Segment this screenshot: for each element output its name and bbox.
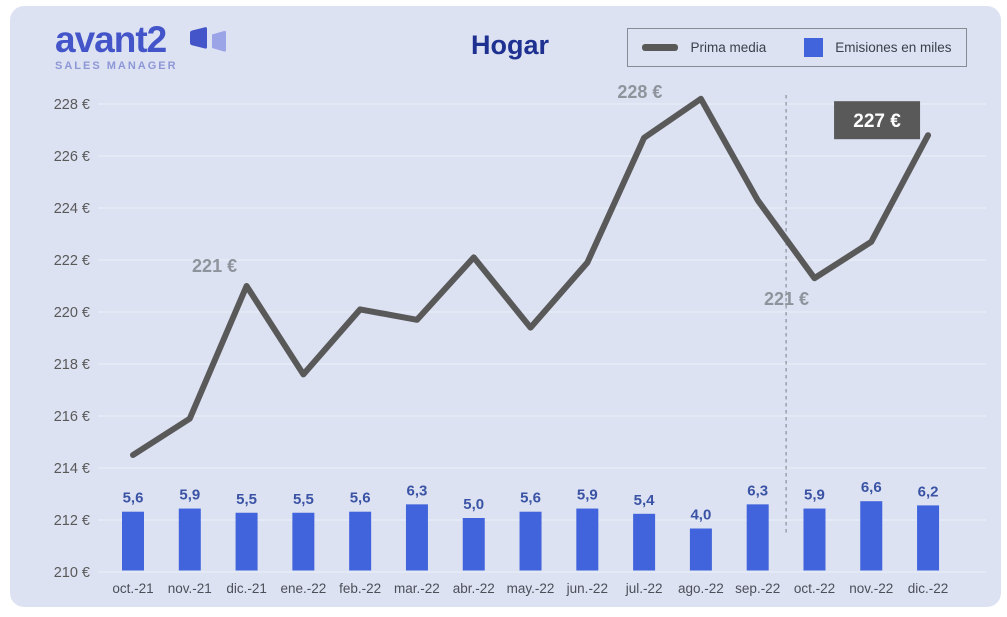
x-axis-tick: ago.-22 [678, 581, 724, 596]
y-axis-tick: 214 € [54, 461, 90, 477]
y-axis-tick: 212 € [54, 513, 90, 529]
y-axis-tick: 220 € [54, 305, 90, 321]
x-axis-tick: abr.-22 [453, 581, 495, 596]
bar-value-label: 4,0 [690, 507, 711, 524]
bar-dic.-22 [917, 505, 940, 571]
bar-dic.-21 [235, 512, 258, 571]
x-axis-tick: sep.-22 [735, 581, 780, 596]
legend-item-prima-media: Prima media [642, 40, 766, 55]
callout-value: 227 € [853, 111, 901, 132]
x-axis-tick: may.-22 [507, 581, 555, 596]
bar-value-label: 5,6 [520, 490, 541, 507]
bar-ene.-22 [292, 512, 315, 571]
logo-subtext: SALES MANAGER [55, 60, 178, 72]
bar-jun.-22 [576, 508, 599, 571]
x-axis-tick: ene.-22 [280, 581, 326, 596]
avant2-logo: avant2 SALES MANAGER [55, 19, 232, 72]
chart-legend: Prima media Emisiones en miles [627, 28, 967, 67]
bar-value-label: 6,3 [747, 482, 768, 499]
y-axis-tick: 224 € [54, 201, 90, 217]
square-swatch-icon [804, 38, 824, 57]
bar-value-label: 5,5 [236, 491, 257, 508]
bar-nov.-21 [178, 508, 201, 571]
y-axis-tick: 228 € [54, 97, 90, 113]
x-axis-tick: feb.-22 [339, 581, 381, 596]
bar-nov.-22 [860, 501, 883, 571]
bar-value-label: 5,9 [577, 487, 598, 504]
x-axis-tick: mar.-22 [394, 581, 440, 596]
logo-text: avant2 [55, 19, 167, 60]
legend-item-emisiones: Emisiones en miles [804, 38, 952, 57]
bar-may.-22 [519, 511, 542, 571]
y-axis-tick: 216 € [54, 409, 90, 425]
bar-ago.-22 [689, 528, 712, 571]
line-swatch-icon [642, 44, 679, 51]
bar-value-label: 5,6 [123, 490, 144, 507]
legend-label: Emisiones en miles [835, 40, 952, 55]
x-axis-tick: jun.-22 [566, 581, 608, 596]
bar-value-label: 5,4 [634, 492, 656, 509]
y-axis-tick: 210 € [54, 565, 90, 581]
bar-value-label: 5,9 [804, 487, 825, 504]
line-annotation: 221 € [192, 256, 237, 276]
prima-media-line [130, 95, 932, 458]
bar-value-label: 5,5 [293, 491, 314, 508]
x-axis-tick: oct.-21 [112, 581, 153, 596]
x-axis-tick: nov.-22 [849, 581, 893, 596]
bar-value-label: 6,3 [407, 482, 428, 499]
bar-feb.-22 [349, 511, 372, 571]
legend-label: Prima media [690, 40, 767, 55]
bar-value-label: 5,0 [463, 496, 484, 513]
bar-mar.-22 [405, 504, 428, 571]
bar-sep.-22 [746, 504, 769, 571]
line-annotation: 221 € [764, 289, 809, 309]
logo-icon [189, 27, 226, 52]
bar-value-label: 6,2 [918, 483, 939, 500]
x-axis-tick: dic.-22 [908, 581, 949, 596]
x-axis-tick: jul.-22 [625, 581, 663, 596]
bar-oct.-21 [122, 511, 144, 571]
y-axis-tick: 226 € [54, 149, 90, 165]
y-axis-tick: 222 € [54, 253, 90, 269]
bar-abr.-22 [462, 518, 485, 571]
bar-oct.-22 [803, 508, 826, 571]
x-axis-tick: dic.-21 [226, 581, 267, 596]
x-axis-tick: nov.-21 [168, 581, 212, 596]
y-axis-tick: 218 € [54, 357, 90, 373]
callout-box [834, 101, 921, 140]
bar-jul.-22 [633, 513, 656, 571]
bar-value-label: 5,6 [350, 490, 371, 507]
line-annotation: 228 € [617, 82, 662, 102]
bar-value-label: 6,6 [861, 479, 882, 496]
page-title: Hogar [470, 30, 549, 60]
bar-value-label: 5,9 [179, 487, 200, 504]
x-axis-tick: oct.-22 [794, 581, 835, 596]
